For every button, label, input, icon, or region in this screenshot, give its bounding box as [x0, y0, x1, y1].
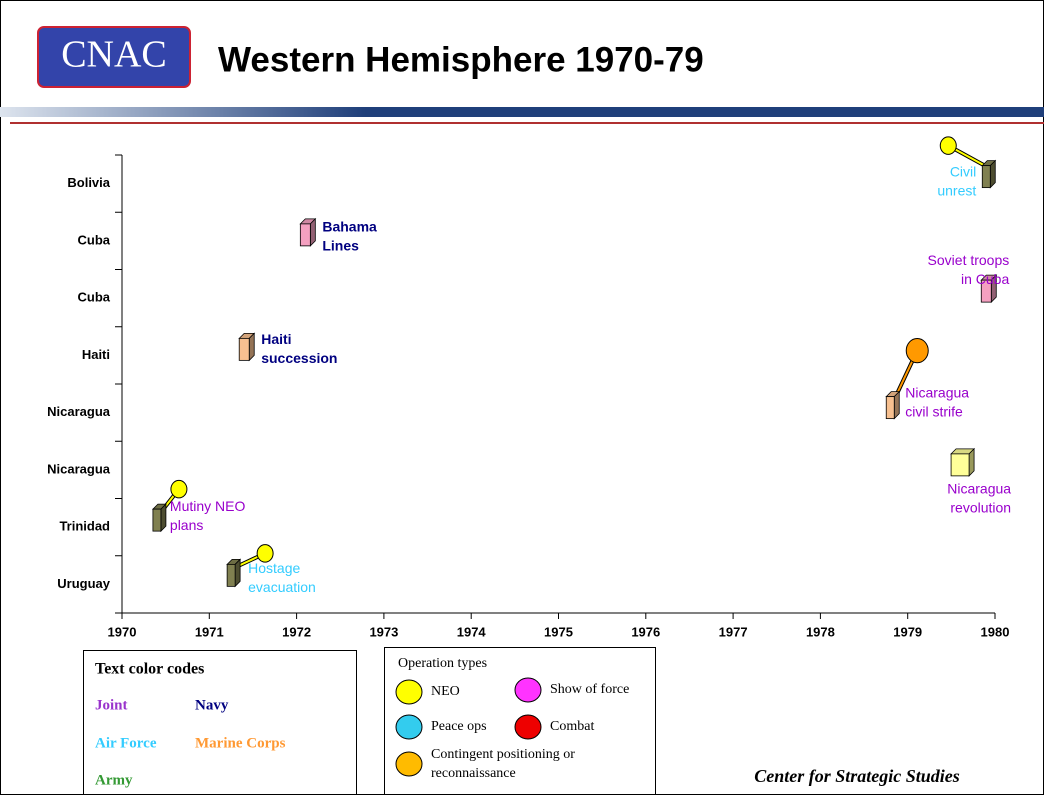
y-tick-label: Trinidad	[59, 519, 110, 534]
x-tick-label: 1974	[457, 624, 487, 639]
event-box	[950, 447, 976, 477]
event-label: Civil	[950, 163, 976, 179]
legend-swatch	[395, 679, 423, 705]
legend-item: Contingent positioning or	[431, 747, 575, 762]
x-tick-label: 1979	[893, 624, 922, 639]
legend-swatch	[395, 751, 423, 777]
event-label: evacuation	[248, 579, 316, 595]
ops-legend-box	[384, 647, 656, 795]
legend-title: Operation types	[398, 656, 487, 671]
balloon	[905, 338, 929, 364]
box-front	[981, 165, 991, 189]
box-front	[980, 279, 992, 303]
legend-swatch	[395, 714, 423, 740]
event-label: Lines	[322, 238, 359, 254]
event-label: Hostage	[248, 560, 300, 576]
box-side	[248, 332, 255, 362]
legend-item: Air Force	[95, 735, 157, 751]
box-front	[885, 396, 895, 420]
legend-swatch	[514, 677, 542, 703]
y-tick-label: Bolivia	[67, 175, 110, 190]
event-label: civil strife	[905, 403, 963, 419]
box-front	[152, 508, 162, 532]
balloon	[170, 479, 188, 499]
x-tick-label: 1980	[981, 624, 1010, 639]
box-side	[160, 503, 167, 533]
legend-item: Navy	[195, 697, 229, 713]
box-side	[968, 447, 975, 477]
event-label: Nicaragua	[905, 384, 969, 400]
event-box	[226, 558, 242, 588]
box-front	[238, 337, 250, 361]
event-label: Haiti	[261, 331, 291, 347]
logo	[37, 26, 191, 88]
event-label: Soviet troops	[928, 252, 1010, 268]
box-front	[299, 223, 311, 247]
legend-swatch	[514, 714, 542, 740]
event-box	[151, 503, 167, 533]
header-bar	[0, 107, 1044, 117]
event-box	[299, 217, 317, 247]
x-tick-label: 1977	[719, 624, 748, 639]
y-tick-label: Uruguay	[57, 576, 111, 591]
x-tick-label: 1970	[108, 624, 137, 639]
y-tick-label: Cuba	[78, 232, 111, 247]
legend-item: Army	[95, 772, 133, 788]
y-tick-label: Haiti	[82, 347, 110, 362]
slide-title: Western Hemisphere 1970-79	[218, 40, 704, 79]
logo-text: CNAC	[61, 34, 167, 76]
text-legend-box	[83, 650, 357, 795]
box-front	[950, 453, 970, 477]
event-label: in Cuba	[961, 271, 1009, 287]
balloon	[256, 544, 274, 563]
legend-item: Show of force	[550, 682, 629, 697]
chart: Bolivia Cuba Cuba Haiti Nicaragua Nicaragua Tr…	[47, 136, 1011, 639]
box-side	[893, 390, 900, 420]
y-tick-label: Nicaragua	[47, 461, 111, 476]
event-label: Mutiny NEO	[170, 498, 246, 514]
legend-item: Marine Corps	[195, 735, 286, 751]
event-box	[238, 332, 256, 362]
legend-item: reconnaissance	[431, 766, 516, 781]
event-box	[981, 159, 997, 189]
y-tick-label: Nicaragua	[47, 404, 111, 419]
legend-item: Peace ops	[431, 719, 487, 734]
legend-title: Text color codes	[95, 661, 204, 678]
event-label: plans	[170, 517, 203, 533]
footer: Center for Strategic Studies	[754, 766, 960, 786]
box-side	[309, 217, 316, 247]
x-tick-label: 1971	[195, 624, 224, 639]
event-label: succession	[261, 350, 337, 366]
box-side	[234, 558, 241, 588]
x-tick-label: 1972	[282, 624, 311, 639]
balloon	[939, 136, 957, 155]
x-tick-label: 1976	[631, 624, 660, 639]
event-label: revolution	[950, 500, 1011, 516]
box-front	[226, 563, 236, 587]
legend-item: NEO	[431, 684, 460, 699]
legend-item: Joint	[95, 697, 128, 713]
event-box	[885, 390, 901, 420]
y-tick-label: Cuba	[78, 290, 111, 305]
event-label: Nicaragua	[947, 481, 1011, 497]
x-tick-label: 1978	[806, 624, 835, 639]
legend-item: Combat	[550, 719, 594, 734]
event-label: unrest	[937, 182, 976, 198]
event-label: Bahama	[322, 219, 377, 235]
x-tick-label: 1975	[544, 624, 573, 639]
event-box	[980, 274, 998, 304]
x-tick-label: 1973	[369, 624, 398, 639]
box-side	[989, 159, 996, 189]
